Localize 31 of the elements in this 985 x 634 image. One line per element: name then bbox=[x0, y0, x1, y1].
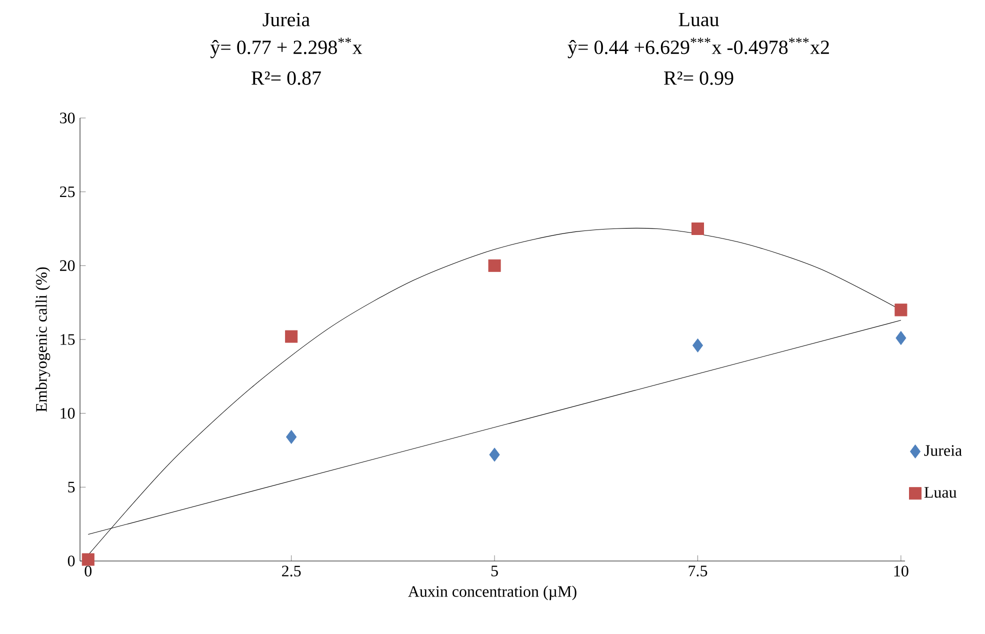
point bbox=[286, 430, 297, 444]
point bbox=[691, 222, 704, 236]
x-tick-label: 10 bbox=[894, 566, 908, 576]
x-tick-label: 0 bbox=[84, 566, 92, 576]
x-tick-label: 2.5 bbox=[282, 566, 301, 577]
text: Luau bbox=[678, 13, 719, 26]
point bbox=[82, 553, 94, 566]
y-tick-label: 25 bbox=[60, 186, 75, 198]
point bbox=[488, 259, 501, 272]
y-tick-label: 20 bbox=[60, 260, 75, 272]
text: R²= 0.99 bbox=[664, 71, 734, 85]
y-axis-title: Embryogenic calli (%) bbox=[36, 267, 50, 412]
point bbox=[489, 448, 500, 462]
text: ŷ= 0.77 + 2.298$^{**}$x bbox=[210, 38, 362, 58]
x-tick-label: 7.5 bbox=[688, 566, 708, 576]
point bbox=[896, 331, 906, 345]
y-tick-label: 30 bbox=[60, 112, 75, 124]
y-tick-label: 15 bbox=[60, 334, 75, 345]
legend-label: Luau bbox=[924, 487, 957, 498]
x-axis-title: Auxin concentration (µM) bbox=[408, 586, 576, 600]
y-tick-label: 10 bbox=[60, 408, 75, 419]
point bbox=[285, 330, 298, 343]
y-tick-label: 5 bbox=[68, 482, 75, 492]
text: ŷ= 0.44 +6.629$^{***}$x -0.4978$^{***}$x2 bbox=[568, 38, 829, 58]
y-tick-label: 0 bbox=[68, 556, 75, 566]
point bbox=[692, 338, 704, 352]
point bbox=[894, 304, 908, 316]
x-tick-label: 5 bbox=[491, 566, 498, 576]
text: R²= 0.87 bbox=[252, 71, 321, 85]
text: Jureia bbox=[262, 12, 310, 26]
legend-label: Jureia bbox=[924, 445, 962, 456]
